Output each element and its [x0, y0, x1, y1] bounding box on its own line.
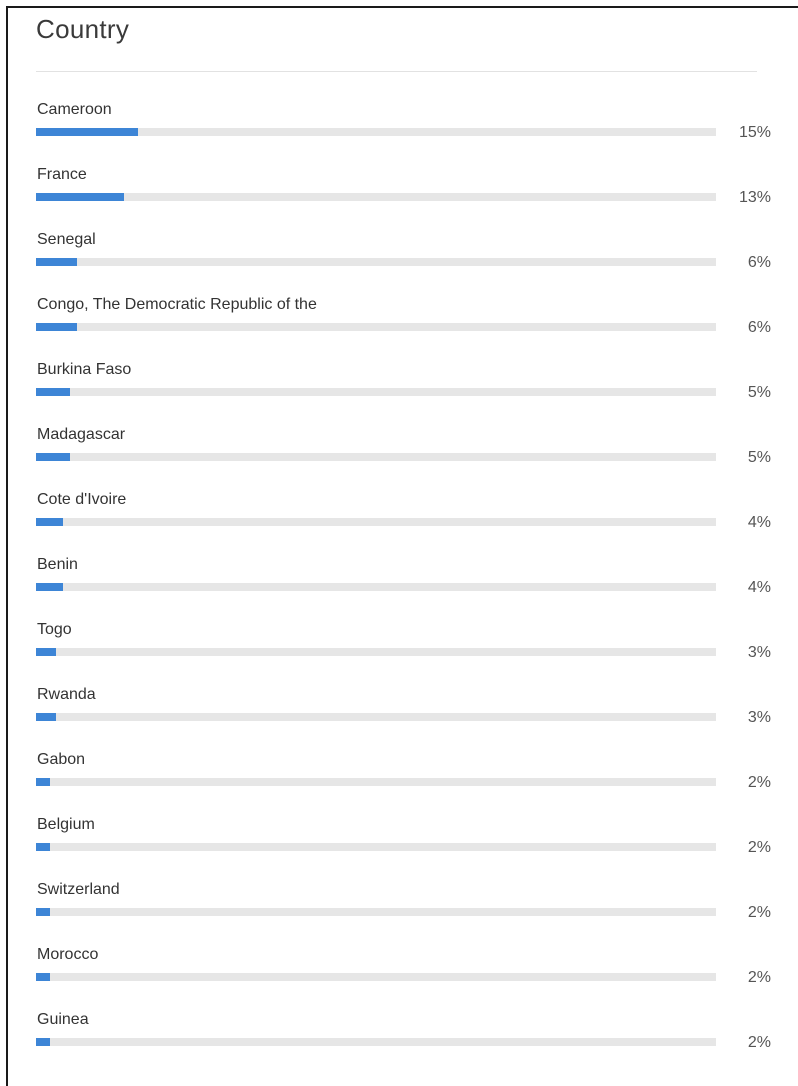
country-label: Guinea — [37, 1011, 89, 1028]
country-label: France — [37, 166, 87, 183]
percent-label: 2% — [747, 969, 771, 986]
country-label: Madagascar — [37, 426, 126, 443]
bar-fill — [36, 258, 77, 266]
bar-fill — [36, 453, 70, 461]
bar-track — [36, 1038, 716, 1046]
country-row: Guinea 2% — [0, 1011, 798, 1071]
country-label: Cameroon — [37, 101, 112, 118]
country-row: Switzerland 2% — [0, 881, 798, 941]
percent-label: 4% — [747, 579, 771, 596]
country-row: Togo 3% — [0, 621, 798, 681]
country-row: Burkina Faso 5% — [0, 361, 798, 421]
percent-label: 5% — [747, 384, 771, 401]
country-label: Burkina Faso — [37, 361, 132, 378]
bar-track — [36, 388, 716, 396]
bar-track — [36, 258, 716, 266]
bar-fill — [36, 778, 50, 786]
bar-fill — [36, 323, 77, 331]
bar-fill — [36, 713, 56, 721]
bar-track — [36, 648, 716, 656]
bar-fill — [36, 518, 63, 526]
percent-label: 6% — [747, 254, 771, 271]
bar-track — [36, 453, 716, 461]
bar-track — [36, 193, 716, 201]
country-row: Morocco 2% — [0, 946, 798, 1006]
bar-fill — [36, 128, 138, 136]
country-row: Madagascar 5% — [0, 426, 798, 486]
country-label: Gabon — [37, 751, 86, 768]
panel-title: Country — [36, 14, 130, 44]
country-row: Cameroon 15% — [0, 101, 798, 161]
country-label: Morocco — [37, 946, 99, 963]
country-row: Gabon 2% — [0, 751, 798, 811]
percent-label: 2% — [747, 774, 771, 791]
percent-label: 6% — [747, 319, 771, 336]
country-label: Cote d'Ivoire — [37, 491, 127, 508]
percent-label: 5% — [747, 449, 771, 466]
bar-track — [36, 323, 716, 331]
bar-fill — [36, 843, 50, 851]
country-label: Senegal — [37, 231, 96, 248]
country-label: Belgium — [37, 816, 95, 833]
bar-track — [36, 973, 716, 981]
country-row: Benin 4% — [0, 556, 798, 616]
bar-track — [36, 518, 716, 526]
bar-fill — [36, 973, 50, 981]
percent-label: 2% — [747, 1034, 771, 1051]
bar-fill — [36, 1038, 50, 1046]
percent-label: 2% — [747, 839, 771, 856]
bar-fill — [36, 583, 63, 591]
bar-fill — [36, 908, 50, 916]
bar-fill — [36, 648, 56, 656]
country-label: Rwanda — [37, 686, 96, 703]
percent-label: 3% — [747, 644, 771, 661]
bar-track — [36, 713, 716, 721]
country-label: Togo — [37, 621, 72, 638]
country-row: Cote d'Ivoire 4% — [0, 491, 798, 551]
bar-track — [36, 128, 716, 136]
country-row: France 13% — [0, 166, 798, 226]
percent-label: 4% — [747, 514, 771, 531]
bar-track — [36, 778, 716, 786]
bar-track — [36, 908, 716, 916]
country-label: Congo, The Democratic Republic of the — [37, 296, 317, 313]
bar-track — [36, 583, 716, 591]
country-label: Benin — [37, 556, 78, 573]
country-row: Congo, The Democratic Republic of the 6% — [0, 296, 798, 356]
country-row: Senegal 6% — [0, 231, 798, 291]
country-panel — [6, 6, 798, 1086]
bar-track — [36, 843, 716, 851]
percent-label: 15% — [738, 124, 771, 141]
title-divider — [36, 71, 757, 72]
country-row: Belgium 2% — [0, 816, 798, 876]
percent-label: 3% — [747, 709, 771, 726]
country-row: Rwanda 3% — [0, 686, 798, 746]
bar-fill — [36, 388, 70, 396]
percent-label: 13% — [738, 189, 771, 206]
bar-fill — [36, 193, 124, 201]
country-label: Switzerland — [37, 881, 120, 898]
percent-label: 2% — [747, 904, 771, 921]
